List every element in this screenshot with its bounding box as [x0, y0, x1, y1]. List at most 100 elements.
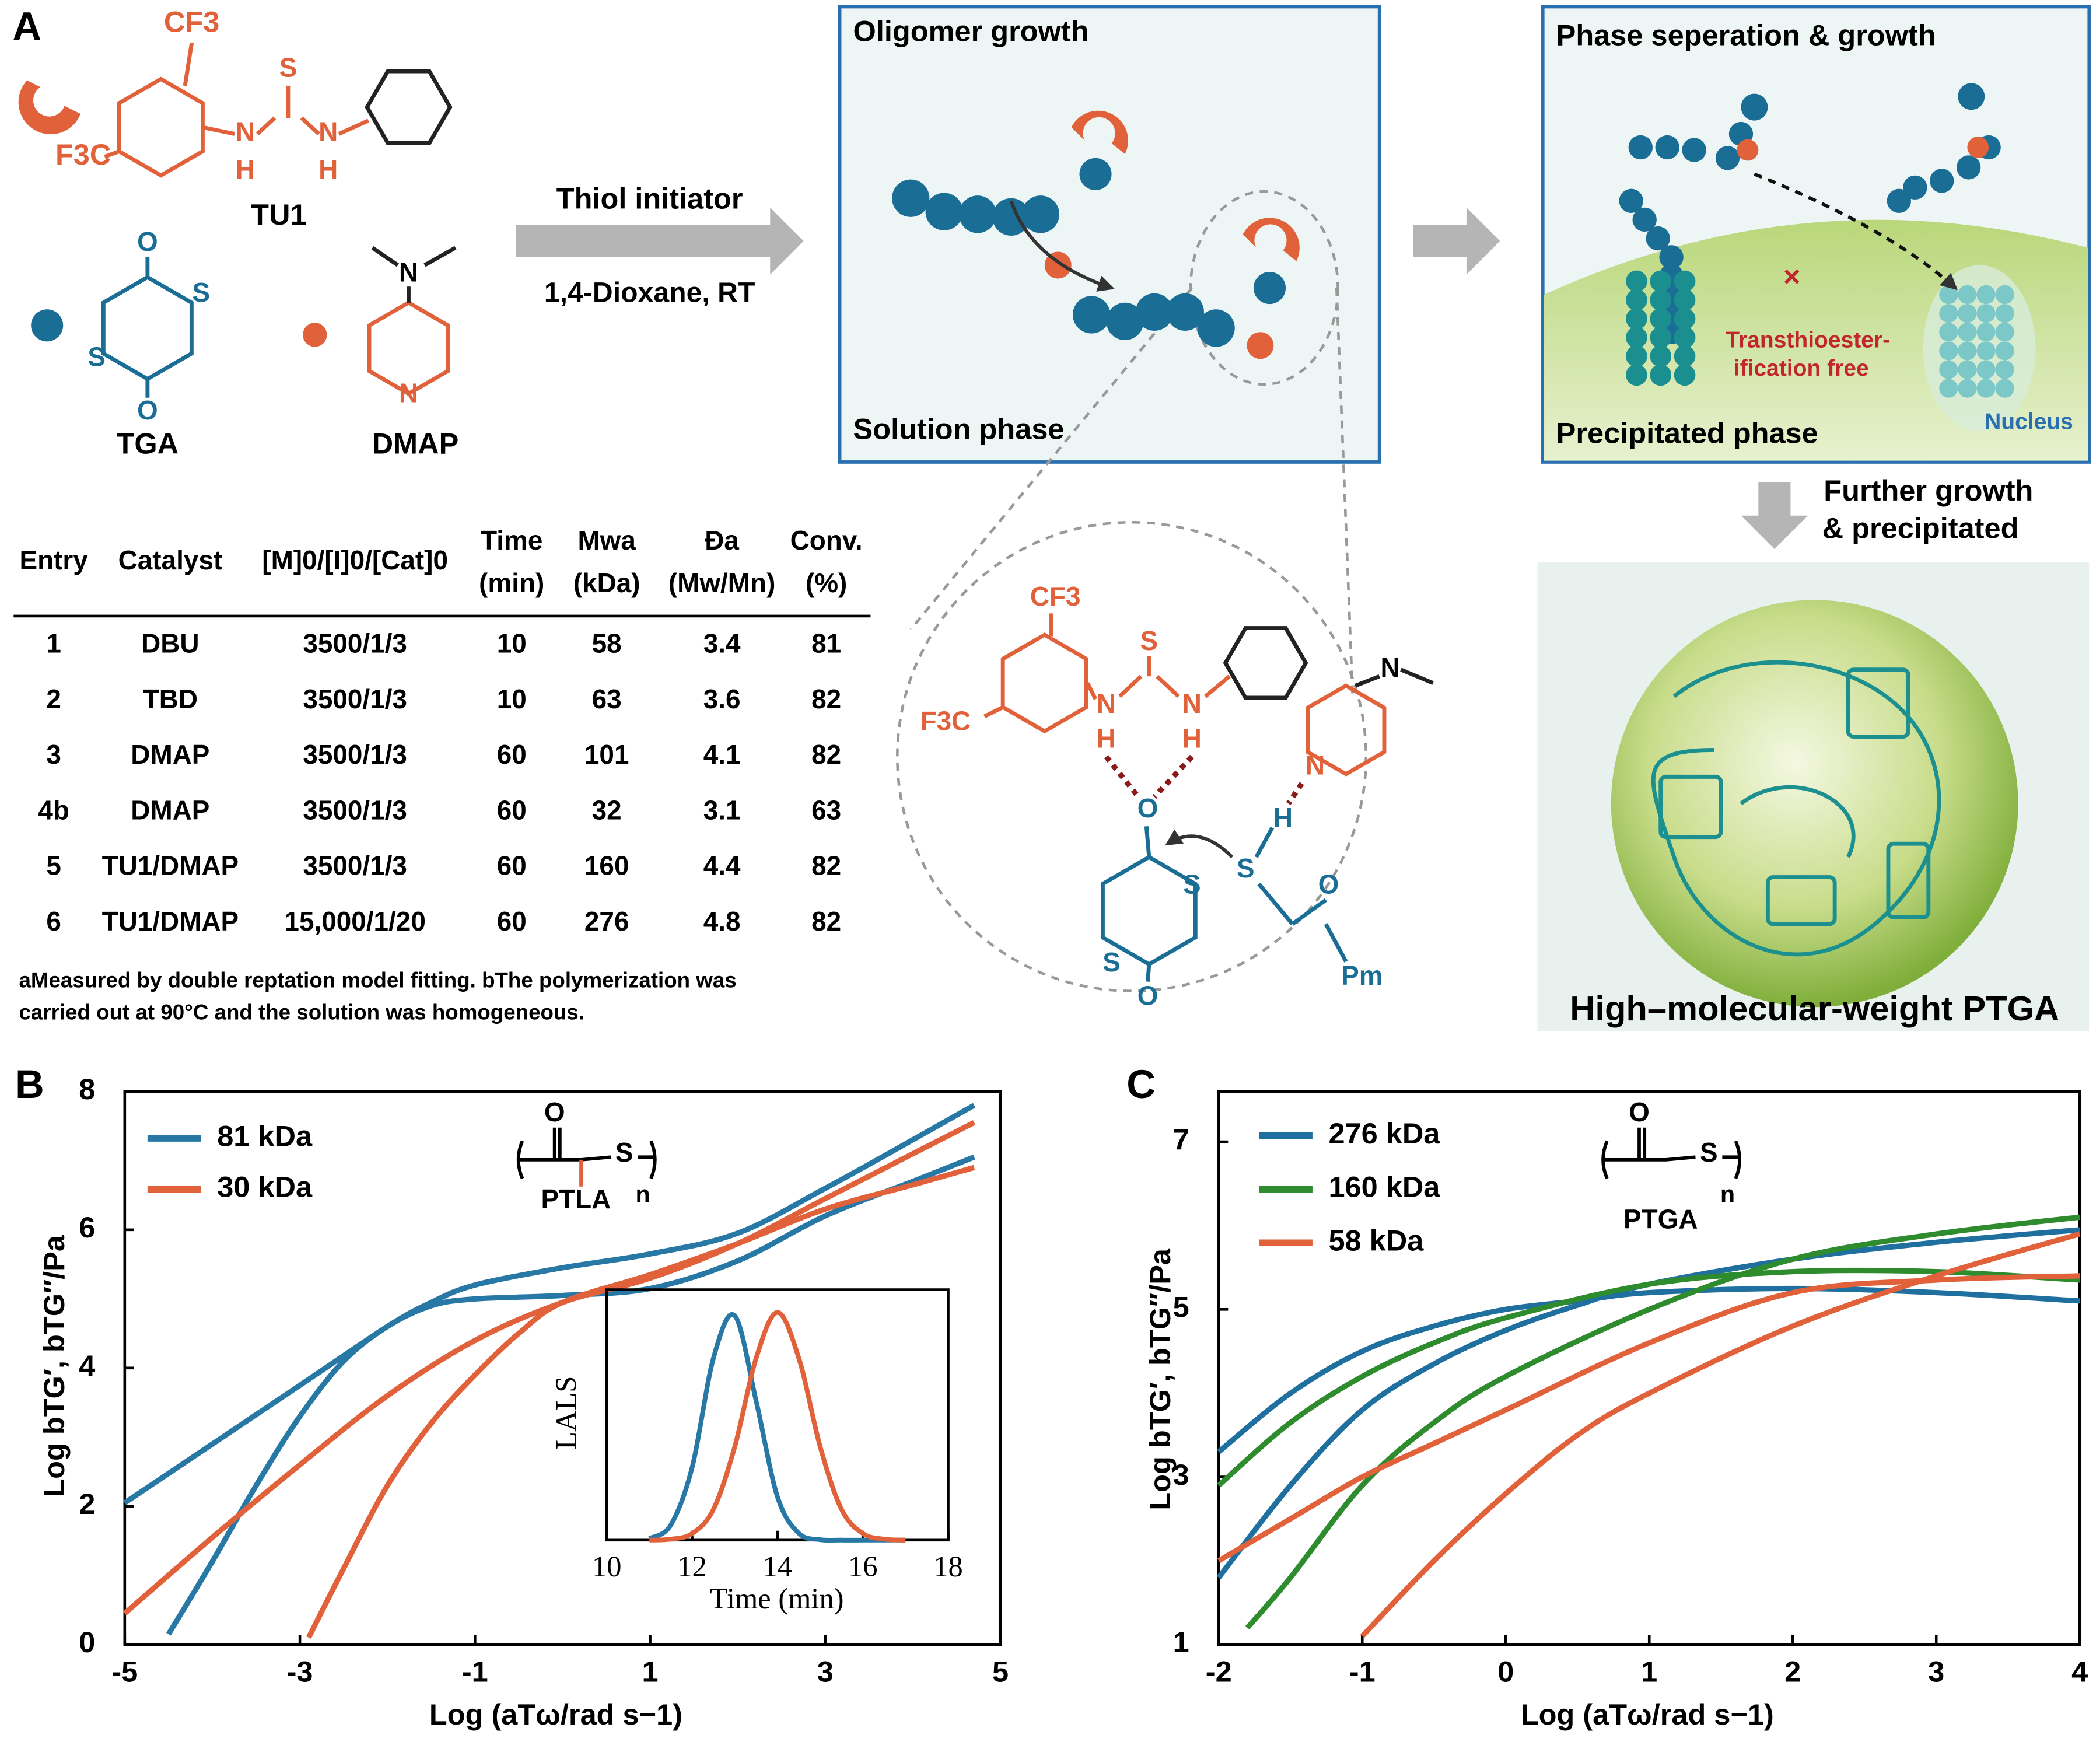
sphere	[1611, 600, 2018, 1008]
bead	[1021, 195, 1060, 233]
bead	[1135, 293, 1174, 331]
label: 58	[592, 628, 622, 659]
label: N	[1380, 652, 1399, 683]
label: 60	[497, 851, 527, 881]
bead	[1626, 345, 1647, 367]
label: (Mw/Mn)	[668, 568, 776, 598]
label: Ða	[705, 525, 739, 555]
bond	[1291, 898, 1327, 926]
label: S	[279, 52, 298, 82]
label: 10	[592, 1550, 622, 1583]
crescent	[18, 80, 81, 135]
label: 4	[79, 1349, 95, 1382]
label: S	[1183, 869, 1201, 900]
bead	[1958, 379, 1977, 398]
crescent	[1242, 218, 1300, 261]
label: 3500/1/3	[303, 739, 407, 770]
bond	[183, 42, 194, 86]
bead	[31, 309, 64, 342]
bead	[1626, 364, 1647, 386]
bond	[1204, 674, 1231, 698]
bead	[1626, 307, 1647, 330]
label: PTGA	[1623, 1204, 1698, 1235]
ring	[1000, 632, 1088, 734]
chain-folds	[1651, 660, 1941, 957]
label: 10	[497, 628, 527, 659]
curve	[166, 1155, 975, 1636]
bead	[1995, 379, 2014, 398]
label: 30 kDa	[217, 1170, 313, 1204]
label: 82	[811, 906, 841, 936]
label: 4b	[38, 795, 69, 825]
label: 5	[1173, 1291, 1189, 1324]
curve	[649, 1310, 906, 1543]
label: Log (aTω/rad s−1)	[429, 1698, 682, 1731]
label: A	[12, 4, 41, 49]
arrow	[1754, 172, 1958, 291]
label: H	[1273, 802, 1293, 833]
bead	[1674, 364, 1696, 386]
label: Catalyst	[118, 545, 223, 575]
label: 81 kDa	[217, 1119, 313, 1152]
label: 6	[46, 906, 61, 936]
bond	[256, 116, 276, 136]
bead	[1976, 360, 1996, 379]
bond	[983, 705, 1005, 719]
curve	[123, 1103, 976, 1505]
label: 82	[811, 851, 841, 881]
bead	[1674, 289, 1696, 311]
label: S	[1102, 947, 1121, 977]
bead	[1626, 327, 1647, 348]
label: N	[1306, 750, 1325, 780]
bond	[424, 246, 457, 267]
label: 3500/1/3	[303, 851, 407, 881]
curve	[1360, 1231, 2081, 1638]
label: Phase seperation & growth	[1556, 19, 1936, 52]
bond	[371, 246, 400, 267]
bead	[1939, 341, 1958, 361]
bond	[1146, 964, 1152, 982]
label: Time (min)	[710, 1582, 844, 1615]
label: 6	[79, 1211, 95, 1244]
bond	[1257, 882, 1294, 926]
label: O	[1318, 869, 1339, 900]
label: Entry	[20, 545, 89, 575]
label: & precipitated	[1822, 511, 2019, 544]
bead	[1958, 83, 1985, 110]
curve	[1217, 1285, 2080, 1454]
label: N	[1097, 688, 1116, 719]
label: -1	[462, 1655, 488, 1688]
label: 4.1	[704, 739, 741, 770]
bond	[1144, 826, 1152, 858]
bead	[1958, 323, 1977, 342]
bead	[1976, 341, 1996, 361]
curve	[1217, 1273, 2080, 1564]
bead	[1655, 135, 1679, 160]
label: 3.1	[704, 795, 741, 825]
label: 15,000/1/20	[284, 906, 425, 936]
label: TGA	[117, 427, 179, 460]
bead	[892, 179, 930, 217]
bead	[1939, 379, 1958, 398]
label: 18	[933, 1550, 963, 1583]
label: DMAP	[131, 739, 209, 770]
label: H	[1097, 723, 1116, 754]
ring	[367, 300, 450, 396]
bead	[1958, 341, 1977, 361]
label: 276 kDa	[1328, 1117, 1440, 1150]
bead	[1628, 135, 1653, 160]
label: High–molecular-weight PTGA	[1570, 989, 2059, 1028]
bond	[104, 149, 120, 159]
bead	[1079, 158, 1112, 190]
bead	[1737, 139, 1759, 161]
bead	[1626, 270, 1647, 292]
bead	[1741, 93, 1768, 121]
panel-box	[838, 5, 1381, 464]
bond	[338, 118, 370, 136]
bead	[1939, 285, 1958, 305]
label: 2	[79, 1487, 95, 1520]
label: 3	[1928, 1655, 1944, 1688]
bond	[1156, 674, 1180, 698]
bead	[303, 323, 327, 347]
